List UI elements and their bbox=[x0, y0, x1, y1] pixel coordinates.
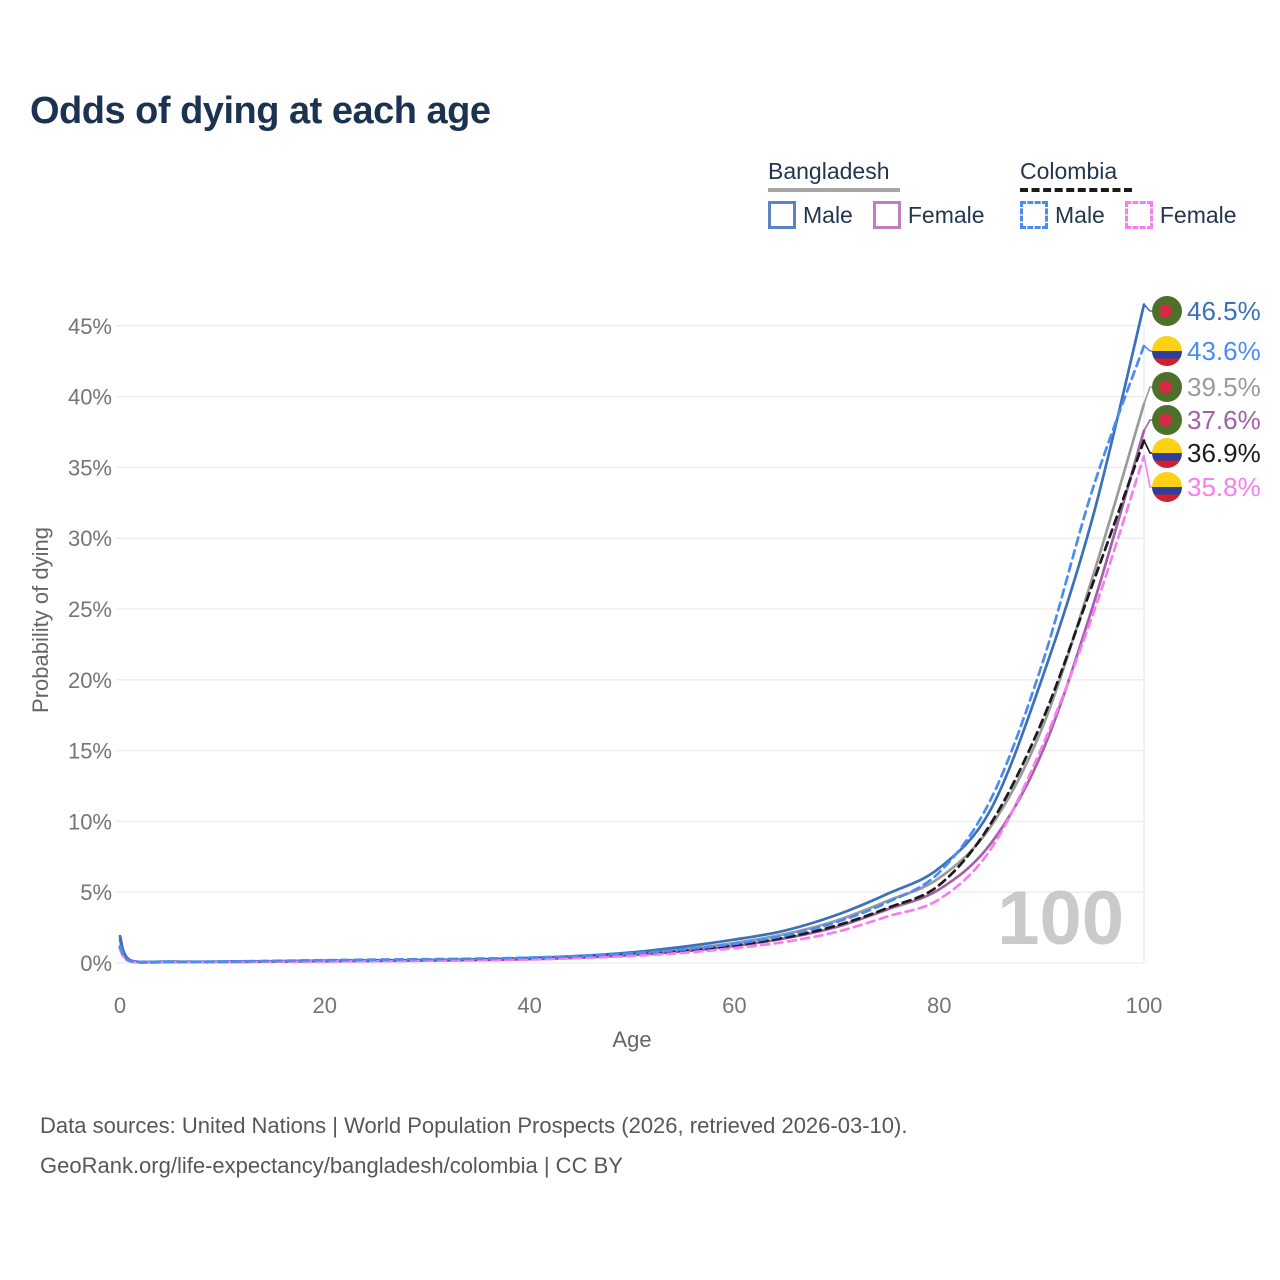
x-axis-title: Age bbox=[612, 1027, 651, 1052]
y-tick-label: 5% bbox=[80, 880, 112, 905]
y-tick-label: 15% bbox=[68, 739, 112, 764]
y-tick-label: 10% bbox=[68, 809, 112, 834]
end-label-value: 37.6% bbox=[1187, 405, 1261, 435]
label-connector-bangladesh-male bbox=[1143, 304, 1153, 312]
series-lines bbox=[118, 303, 1146, 964]
plot-area[interactable] bbox=[120, 297, 1144, 963]
y-tick-label: 0% bbox=[80, 951, 112, 976]
chart-area: 100 0% 5% 10% 15% 20% 25% 30% 35% 40% 45% 0 20 40 60 80… bbox=[0, 250, 1280, 1080]
legend-item-label: Male bbox=[803, 201, 853, 228]
label-connector-colombia-male bbox=[1143, 345, 1153, 352]
legend-group-label[interactable]: Colombia bbox=[1020, 158, 1118, 184]
page-title: Odds of dying at each age bbox=[30, 90, 491, 132]
y-tick-label: 45% bbox=[68, 314, 112, 339]
y-axis-title: Probability of dying bbox=[28, 527, 53, 713]
legend-group-bangladesh[interactable]: Bangladesh Male Female bbox=[768, 158, 1005, 229]
x-tick-label: 100 bbox=[1126, 993, 1163, 1018]
legend-item-colombia-male[interactable]: Male bbox=[1020, 201, 1105, 229]
x-tick-label: 60 bbox=[722, 993, 746, 1018]
end-labels: 46.5% 43.6% 39.5%37.6%36.9% 35.8% bbox=[1143, 296, 1261, 502]
legend-swatch-icon[interactable] bbox=[872, 201, 901, 229]
y-tick-label: 35% bbox=[68, 455, 112, 480]
legend-item-label: Female bbox=[1159, 201, 1237, 228]
flag-icon-colombia bbox=[1152, 472, 1182, 502]
label-connector-bangladesh-both-sexes bbox=[1143, 386, 1153, 404]
y-axis-ticks: 0% 5% 10% 15% 20% 25% 30% 35% 40% 45% bbox=[68, 314, 112, 976]
data-sources-line: Data sources: United Nations | World Pop… bbox=[40, 1113, 908, 1138]
legend-underline-dashed bbox=[1020, 188, 1132, 192]
legend-item-colombia-female[interactable]: Female bbox=[1124, 201, 1237, 229]
end-label-value: 43.6% bbox=[1187, 336, 1261, 366]
x-tick-label: 0 bbox=[114, 993, 126, 1018]
legend-item-bangladesh-male[interactable]: Male bbox=[768, 201, 853, 229]
legend-group-colombia[interactable]: Colombia Male Female bbox=[1020, 158, 1257, 229]
legend-item-label: Male bbox=[1055, 201, 1105, 228]
flag-icon-bangladesh bbox=[1152, 296, 1182, 326]
legend-item-bangladesh-female[interactable]: Female bbox=[872, 201, 985, 229]
flag-icon-colombia bbox=[1152, 336, 1182, 366]
flag-icon-colombia bbox=[1152, 438, 1182, 468]
y-tick-label: 25% bbox=[68, 597, 112, 622]
legend-swatch-icon[interactable] bbox=[768, 201, 796, 229]
x-tick-label: 20 bbox=[313, 993, 337, 1018]
odds-of-dying-chart: 100 0% 5% 10% 15% 20% 25% 30% 35% 40% 45% 0 20 40 60 80… bbox=[28, 296, 1261, 1052]
flag-icon-bangladesh bbox=[1152, 372, 1182, 402]
series-line-colombia-male bbox=[118, 344, 1146, 964]
y-tick-label: 30% bbox=[68, 526, 112, 551]
label-connector-bangladesh-female bbox=[1143, 419, 1153, 431]
attribution-line: GeoRank.org/life-expectancy/bangladesh/c… bbox=[40, 1153, 623, 1179]
end-label-value: 46.5% bbox=[1187, 296, 1261, 326]
legend-underline-solid bbox=[768, 188, 900, 192]
end-label-value: 36.9% bbox=[1187, 438, 1261, 468]
legend-group-label[interactable]: Bangladesh bbox=[768, 158, 890, 184]
label-connector-colombia-female bbox=[1143, 455, 1153, 488]
chart-legend: Bangladesh Male Female Colombia Male Female bbox=[0, 158, 1280, 242]
y-tick-label: 40% bbox=[68, 385, 112, 410]
footer: Data sources: United Nations | World Pop… bbox=[40, 1106, 1190, 1186]
end-label-value: 39.5% bbox=[1187, 372, 1261, 402]
legend-swatch-icon[interactable] bbox=[1124, 201, 1153, 229]
x-tick-label: 40 bbox=[517, 993, 541, 1018]
flag-icon-bangladesh bbox=[1152, 405, 1182, 435]
x-axis-ticks: 0 20 40 60 80 100 bbox=[114, 993, 1162, 1018]
legend-swatch-icon[interactable] bbox=[1020, 201, 1048, 229]
label-connector-colombia-both-sexes bbox=[1143, 440, 1153, 454]
x-tick-label: 80 bbox=[927, 993, 951, 1018]
end-label-value: 35.8% bbox=[1187, 472, 1261, 502]
watermark-age: 100 bbox=[997, 876, 1124, 961]
legend-item-label: Female bbox=[907, 201, 985, 228]
y-tick-label: 20% bbox=[68, 668, 112, 693]
